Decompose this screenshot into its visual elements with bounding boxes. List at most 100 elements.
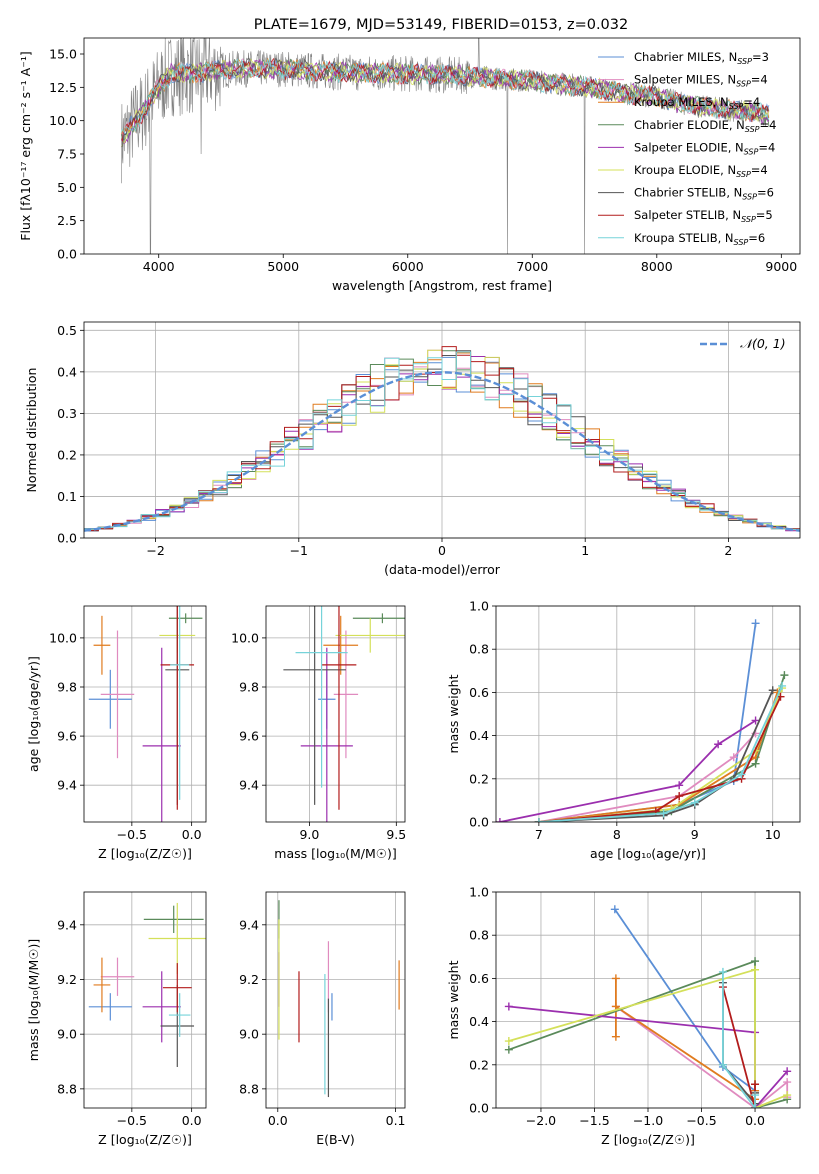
legend-nssp-prefix: , N [720, 73, 736, 87]
legend-nssp-prefix: , N [725, 208, 741, 222]
y-tick-label: 9.6 [57, 729, 77, 744]
errorbar-point [295, 606, 348, 788]
legend-model-name: Salpeter STELIB [634, 208, 725, 222]
legend-nssp-prefix: , N [728, 140, 744, 154]
massweight-marker [611, 974, 620, 983]
errorbar-point [283, 606, 346, 805]
massweight-marker [534, 818, 543, 822]
massweight-series-line-5 [499, 719, 757, 822]
y-tick-label: 0.4 [469, 1014, 489, 1029]
legend-label: Salpeter ELODIE, NSSP=4 [634, 140, 775, 156]
legend-nssp-value: =6 [757, 186, 774, 200]
legend-nssp-prefix: , N [729, 118, 745, 132]
y-tick-label: 10.0 [231, 630, 259, 645]
y-tick-label: 0.2 [469, 1057, 489, 1072]
y-axis-label: Flux [fλ10⁻¹⁷ erg cm⁻² s⁻¹ A⁻¹] [18, 51, 33, 240]
plot-area [88, 902, 206, 1067]
y-tick-label: 9.4 [239, 917, 259, 932]
legend-nssp-subscript: SSP [742, 193, 757, 202]
y-axis-label: mass weight [446, 960, 461, 1039]
massweight-series-line-2 [538, 732, 757, 822]
massweight-marker [751, 759, 760, 768]
massweight-marker [504, 1002, 513, 1011]
spectrum-panel: 4000 5000 6000 7000 8000 9000 0.0 2.5 5.0 7.5 10.0… [18, 37, 801, 293]
mass-vs-extinction-panel: 0.0 0.1 8.8 9.0 9.2 9.4 E(B-V) [239, 891, 406, 1147]
y-tick-label: 0.0 [57, 247, 77, 262]
x-tick-label: 8000 [641, 259, 673, 274]
errorbar-point [143, 905, 204, 934]
massweight-marker [783, 1091, 792, 1100]
axes-frame [83, 37, 801, 255]
legend-label: Kroupa STELIB, NSSP=6 [634, 231, 765, 247]
errorbar-point [148, 902, 206, 975]
errorbar-point [300, 647, 353, 822]
y-tick-label: 7.5 [57, 147, 77, 162]
x-axis-label: Z [log₁₀(Z/Z☉)] [98, 846, 192, 861]
y-axis-label: age [log₁₀(age/yr)] [26, 656, 41, 772]
errorbar-point [162, 963, 192, 1013]
massweight-series-line-6 [538, 687, 783, 822]
legend-nssp-value: =4 [758, 140, 775, 154]
legend-gaussian-label: 𝒩(0, 1) [740, 336, 786, 351]
y-axis-label: mass [log₁₀(M/M☉)] [26, 939, 41, 1061]
massweight-marker [751, 1104, 760, 1108]
legend-model-name: Kroupa ELODIE [634, 163, 720, 177]
x-tick-label: 1 [581, 543, 589, 558]
massweight-marker [778, 681, 787, 690]
x-tick-label: 10 [765, 827, 781, 842]
legend-label: Chabrier MILES, NSSP=3 [634, 50, 769, 66]
plot-area [283, 606, 405, 822]
age-vs-mass-panel: 9.0 9.5 9.4 9.6 9.8 10.0 mass [log₁₀(M/M☉)] [231, 605, 406, 861]
axes-frame [83, 891, 207, 1109]
x-tick-label: −0.5 [686, 1113, 716, 1128]
y-tick-label: 1.0 [469, 885, 489, 900]
errorbar-point [142, 971, 181, 1043]
massweight-marker [496, 818, 504, 822]
legend-label: Chabrier STELIB, NSSP=6 [634, 186, 774, 202]
x-tick-label: 8 [613, 827, 621, 842]
axes-frame [265, 891, 406, 1109]
legend-nssp-prefix: , N [726, 186, 742, 200]
y-tick-label: 0.0 [469, 815, 489, 830]
massweight-series-line-6 [508, 968, 788, 1108]
y-tick-label: 5.0 [57, 180, 77, 195]
y-tick-label: 9.4 [239, 778, 259, 793]
errorbar-point [335, 618, 405, 653]
massweight-vs-age-panel: 7 8 9 10 0.0 0.2 0.4 0.6 0.8 1.0 age [log₁₀(age/yr… [446, 599, 801, 861]
massweight-series-line-1 [614, 908, 756, 1104]
y-tick-label: 9.6 [239, 729, 259, 744]
massweight-marker [611, 1032, 620, 1041]
y-tick-label: 0.1 [57, 489, 77, 504]
massweight-vs-metallicity-panel: −2.0 −1.5 −1.0 −0.5 0.0 0.0 0.2 0.4 0.6 0.8 1.0 Z [… [446, 885, 801, 1147]
y-tick-label: 0.5 [57, 323, 77, 338]
errorbar-point [88, 669, 132, 729]
massweight-marker [714, 740, 723, 749]
massweight-marker [751, 619, 760, 628]
x-axis-label: Z [log₁₀(Z/Z☉)] [601, 1132, 695, 1147]
massweight-series-line-8 [722, 986, 756, 1108]
legend-model-name: Chabrier MILES [634, 50, 721, 64]
y-tick-label: 8.8 [239, 1081, 259, 1096]
model-spectrum-line-6 [121, 58, 770, 147]
massweight-marker [751, 965, 760, 974]
massweight-marker [751, 1091, 760, 1100]
massweight-marker [659, 809, 668, 818]
errorbar-point [168, 613, 203, 624]
x-tick-label: 5000 [267, 259, 299, 274]
y-tick-label: 9.2 [57, 972, 77, 987]
x-tick-label: −1.0 [633, 1113, 663, 1128]
y-tick-label: 9.8 [57, 680, 77, 695]
x-tick-label: 0.0 [745, 1113, 765, 1128]
massweight-marker [675, 792, 684, 801]
legend-nssp-value: =3 [752, 50, 769, 64]
legend-nssp-subscript: SSP [741, 215, 756, 224]
y-tick-label: 0.2 [57, 447, 77, 462]
plot-area [504, 905, 792, 1108]
massweight-marker [729, 753, 738, 762]
model-spectrum-line-9 [121, 58, 770, 135]
y-tick-label: 9.0 [239, 1027, 259, 1042]
x-axis-label: age [log₁₀(age/yr)] [590, 846, 706, 861]
legend-nssp-prefix: , N [721, 50, 737, 64]
legend-label: Kroupa MILES, NSSP=4 [634, 95, 760, 111]
